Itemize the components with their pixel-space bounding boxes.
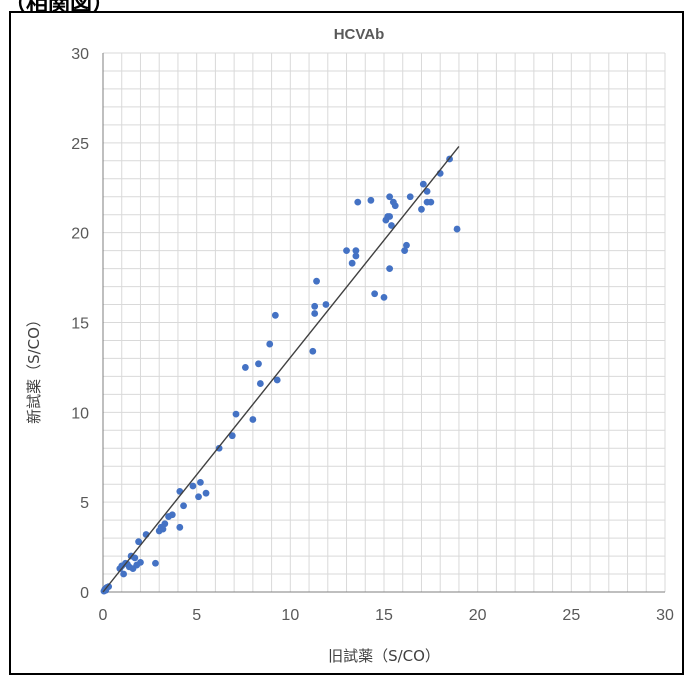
- data-point: [423, 187, 431, 195]
- data-point: [197, 479, 204, 486]
- data-point: [380, 293, 388, 301]
- chart-title: HCVAb: [334, 26, 385, 43]
- x-tick-label: 20: [469, 607, 487, 624]
- data-point: [180, 502, 187, 510]
- data-point: [419, 180, 427, 188]
- data-point: [161, 520, 169, 528]
- data-point: [241, 364, 249, 371]
- y-tick-label: 25: [71, 136, 89, 153]
- data-point: [309, 347, 317, 355]
- data-point: [311, 310, 319, 317]
- data-point: [371, 290, 379, 298]
- data-point: [176, 523, 184, 531]
- data-point: [406, 193, 414, 201]
- data-point: [135, 538, 142, 546]
- data-point: [403, 241, 410, 249]
- data-point: [266, 340, 274, 348]
- data-point: [152, 559, 159, 567]
- data-point: [195, 493, 202, 501]
- data-point: [427, 198, 435, 206]
- data-point: [202, 489, 210, 497]
- data-point: [271, 311, 279, 319]
- data-point: [354, 198, 362, 206]
- data-point: [388, 222, 395, 229]
- data-point: [120, 570, 128, 578]
- data-point: [352, 247, 360, 255]
- data-point: [249, 416, 257, 423]
- chart-frame: HCVAb 旧試薬（S/CO） 新試薬（S/CO） 0 5 10 15 20 25 30 0 5…: [9, 11, 684, 675]
- trendline-layer: [102, 145, 460, 593]
- y-tick-label: 15: [71, 316, 89, 333]
- data-point: [102, 586, 110, 594]
- data-point: [386, 265, 394, 272]
- x-tick-label: 5: [192, 607, 201, 624]
- data-point: [159, 525, 167, 533]
- data-point: [391, 202, 399, 210]
- x-tick-label: 15: [375, 607, 393, 624]
- axes: [102, 53, 665, 593]
- data-points: [100, 155, 461, 595]
- data-point: [273, 376, 281, 384]
- data-point: [232, 410, 240, 418]
- data-point: [322, 301, 330, 308]
- data-point: [352, 252, 360, 260]
- data-point: [311, 302, 319, 310]
- data-point: [189, 482, 197, 490]
- data-point: [215, 444, 223, 452]
- data-point: [348, 259, 356, 267]
- x-tick-label: 10: [281, 607, 299, 624]
- data-point: [453, 225, 461, 233]
- x-axis-title: 旧試薬（S/CO）: [328, 647, 440, 665]
- grid: [102, 52, 666, 593]
- data-point: [313, 277, 320, 285]
- y-axis-title: 新試薬（S/CO）: [25, 312, 43, 424]
- tick-labels: 0 5 10 15 20 25 30 0 5 10 15 20 25 30: [71, 46, 674, 624]
- data-point: [386, 213, 394, 220]
- data-point: [367, 196, 375, 204]
- data-point: [255, 360, 262, 368]
- y-tick-label: 5: [80, 495, 89, 512]
- y-tick-label: 30: [71, 46, 89, 63]
- data-point: [228, 432, 236, 440]
- data-point: [343, 247, 350, 255]
- data-point: [137, 558, 144, 566]
- x-tick-label: 0: [99, 607, 108, 624]
- data-point: [256, 380, 264, 387]
- scatter-chart: HCVAb 旧試薬（S/CO） 新試薬（S/CO） 0 5 10 15 20 25 30 0 5…: [25, 26, 674, 665]
- data-point: [401, 247, 409, 255]
- data-point: [168, 511, 176, 519]
- data-point: [131, 554, 139, 562]
- y-tick-label: 0: [80, 585, 89, 602]
- y-tick-label: 10: [71, 405, 89, 422]
- trendline: [102, 145, 460, 593]
- x-tick-label: 25: [562, 607, 580, 624]
- x-tick-label: 30: [656, 607, 674, 624]
- y-tick-label: 20: [71, 226, 89, 243]
- data-point: [386, 193, 394, 201]
- data-point: [418, 205, 425, 213]
